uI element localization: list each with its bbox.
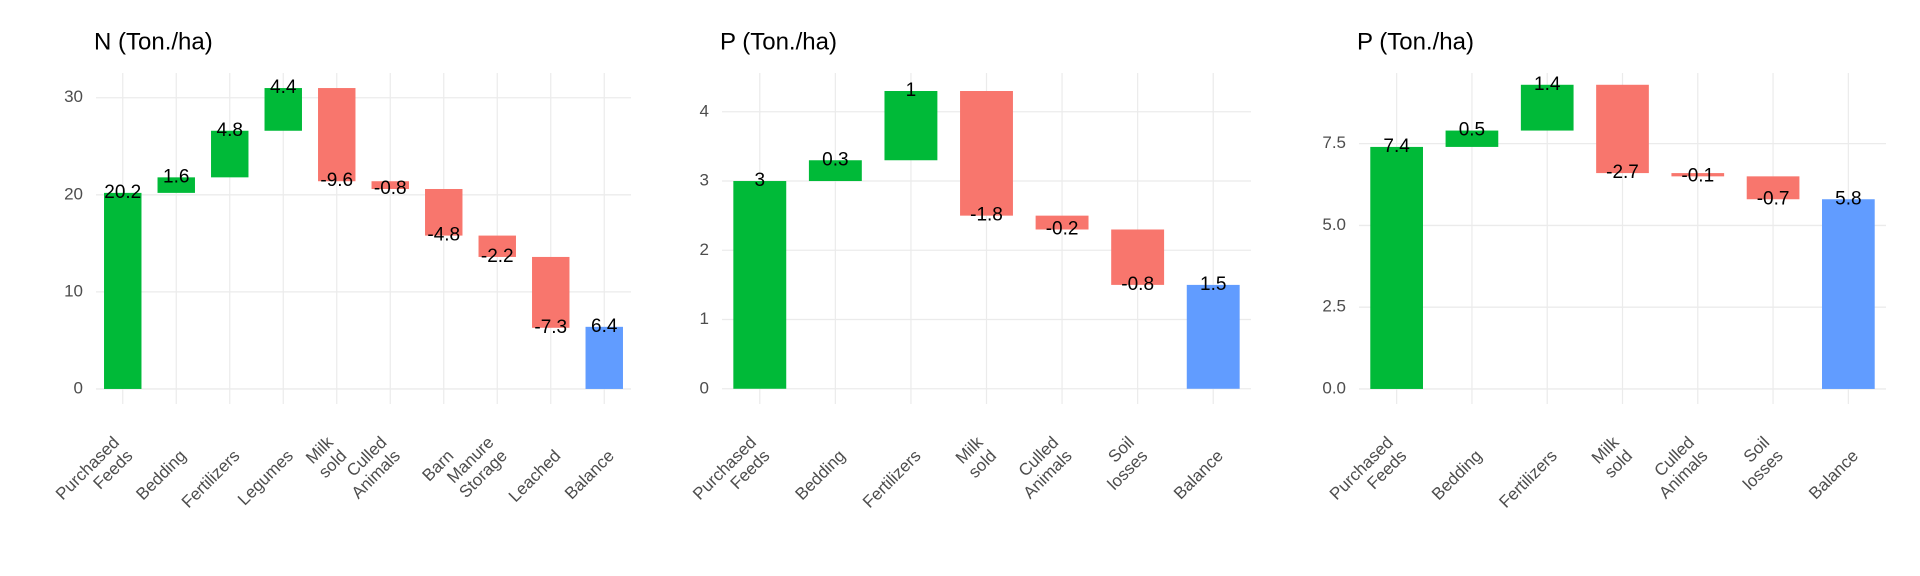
bar [1186, 284, 1240, 389]
bar [1445, 130, 1499, 147]
bar [371, 181, 409, 189]
value-label: -0.7 [1757, 188, 1790, 209]
y-tick-label: 0.0 [1322, 378, 1346, 397]
y-tick-label: 4 [700, 101, 709, 120]
x-tick-label: ManureStorage [442, 433, 511, 502]
x-tick-label: PurchasedFeeds [689, 433, 773, 517]
bar [1822, 199, 1875, 389]
bar [425, 188, 463, 236]
y-tick-label: 10 [64, 281, 83, 300]
bar [960, 91, 1013, 216]
x-tick-label: Milksold [302, 433, 351, 482]
x-tick-label: PurchasedFeeds [1326, 433, 1410, 517]
bar [264, 88, 302, 131]
bar [808, 160, 862, 182]
value-label: 1.5 [1200, 274, 1226, 295]
x-tick-label: Milksold [1588, 433, 1637, 482]
bar [1596, 84, 1649, 174]
y-tick-label: 2.5 [1322, 297, 1346, 316]
y-tick-label: 1 [700, 309, 709, 328]
bar [157, 177, 195, 193]
value-label: -2.2 [481, 246, 514, 267]
x-tick-label: Leached [505, 447, 565, 507]
bar [318, 88, 356, 182]
x-tick-label: Bedding [1428, 447, 1486, 505]
value-label: -0.2 [1046, 219, 1079, 240]
chart-title: N (Ton./ha) [94, 28, 213, 55]
bar [1370, 146, 1423, 389]
bar [1035, 215, 1089, 230]
value-label: 6.4 [591, 316, 618, 337]
y-tick-label: 2 [700, 240, 709, 259]
value-label: 0.5 [1459, 120, 1485, 141]
y-tick-label: 30 [64, 87, 83, 106]
panel: P (Ton./ha) 0 1 2 3 4 3 PurchasedFeeds 0.3 Beddin… [689, 28, 1251, 517]
value-label: 7.4 [1383, 136, 1410, 157]
value-label: 0.3 [822, 149, 848, 170]
x-tick-label: Legumes [234, 447, 297, 510]
value-label: 20.2 [104, 182, 141, 203]
panel: P (Ton./ha) 0.0 2.5 5.0 7.5 7.4 PurchasedFeeds… [1322, 28, 1886, 517]
y-tick-label: 3 [700, 171, 709, 190]
x-tick-label: Soillosses [1091, 433, 1152, 494]
bar [884, 91, 938, 161]
chart-title: P (Ton./ha) [720, 28, 837, 55]
value-label: -4.8 [427, 225, 460, 246]
bar [478, 235, 516, 257]
value-label: -0.8 [1121, 274, 1154, 295]
x-tick-label: Soillosses [1726, 433, 1787, 494]
y-tick-label: 7.5 [1322, 133, 1346, 152]
bar [733, 181, 787, 389]
value-label: -0.1 [1681, 165, 1714, 186]
bar [585, 326, 623, 389]
x-tick-label: Milksold [952, 433, 1001, 482]
value-label: 3 [754, 170, 765, 191]
x-tick-label: CulledAnimals [1642, 433, 1712, 503]
value-label: -9.6 [320, 170, 353, 191]
value-label: 1 [906, 80, 917, 101]
x-tick-label: Balance [1170, 447, 1227, 504]
bar [532, 256, 570, 328]
bar [1520, 84, 1574, 131]
x-tick-label: PurchasedFeeds [52, 433, 136, 517]
bar [211, 130, 249, 178]
value-label: 4.4 [270, 77, 297, 98]
value-label: 4.8 [217, 120, 243, 141]
bar [104, 192, 142, 389]
x-tick-label: Balance [1805, 447, 1862, 504]
y-tick-label: 0 [700, 378, 709, 397]
y-tick-label: 5.0 [1322, 215, 1346, 234]
bar [1746, 176, 1800, 200]
x-tick-label: CulledAnimals [1006, 433, 1076, 503]
bar [1111, 229, 1165, 285]
chart-title: P (Ton./ha) [1357, 28, 1474, 55]
bar [1671, 173, 1725, 177]
x-tick-label: Fertilizers [1496, 447, 1562, 513]
value-label: -2.7 [1606, 162, 1639, 183]
x-tick-label: Fertilizers [178, 447, 244, 513]
value-label: -0.8 [374, 178, 407, 199]
y-tick-label: 20 [64, 184, 83, 203]
panel: N (Ton./ha) 0 10 20 30 20.2 PurchasedFeeds 1.6 B… [52, 28, 631, 517]
value-label: 1.6 [163, 166, 189, 187]
x-tick-label: Balance [561, 447, 618, 504]
x-tick-label: Bedding [792, 447, 850, 505]
x-tick-label: CulledAnimals [335, 433, 405, 503]
y-tick-label: 0 [74, 378, 83, 397]
x-tick-label: Fertilizers [859, 447, 925, 513]
value-label: -7.3 [534, 317, 567, 338]
value-label: 1.4 [1534, 74, 1561, 95]
value-label: -1.8 [970, 205, 1003, 226]
value-label: 5.8 [1835, 188, 1861, 209]
